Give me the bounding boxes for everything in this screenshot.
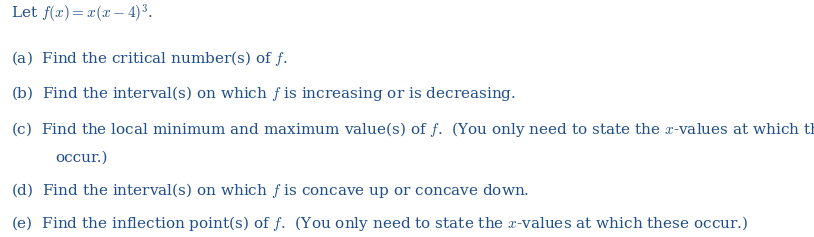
Text: Let $f(x) = x(x-4)^3$.: Let $f(x) = x(x-4)^3$. xyxy=(11,3,153,25)
Text: (e)  Find the inflection point(s) of $f$.  (You only need to state the $x$-value: (e) Find the inflection point(s) of $f$.… xyxy=(11,214,749,233)
Text: (c)  Find the local minimum and maximum value(s) of $f$.  (You only need to stat: (c) Find the local minimum and maximum v… xyxy=(11,120,814,139)
Text: (a)  Find the critical number(s) of $f$.: (a) Find the critical number(s) of $f$. xyxy=(11,49,288,68)
Text: occur.): occur.) xyxy=(55,151,107,165)
Text: (b)  Find the interval(s) on which $f$ is increasing or is decreasing.: (b) Find the interval(s) on which $f$ is… xyxy=(11,84,517,103)
Text: (d)  Find the interval(s) on which $f$ is concave up or concave down.: (d) Find the interval(s) on which $f$ is… xyxy=(11,181,530,200)
